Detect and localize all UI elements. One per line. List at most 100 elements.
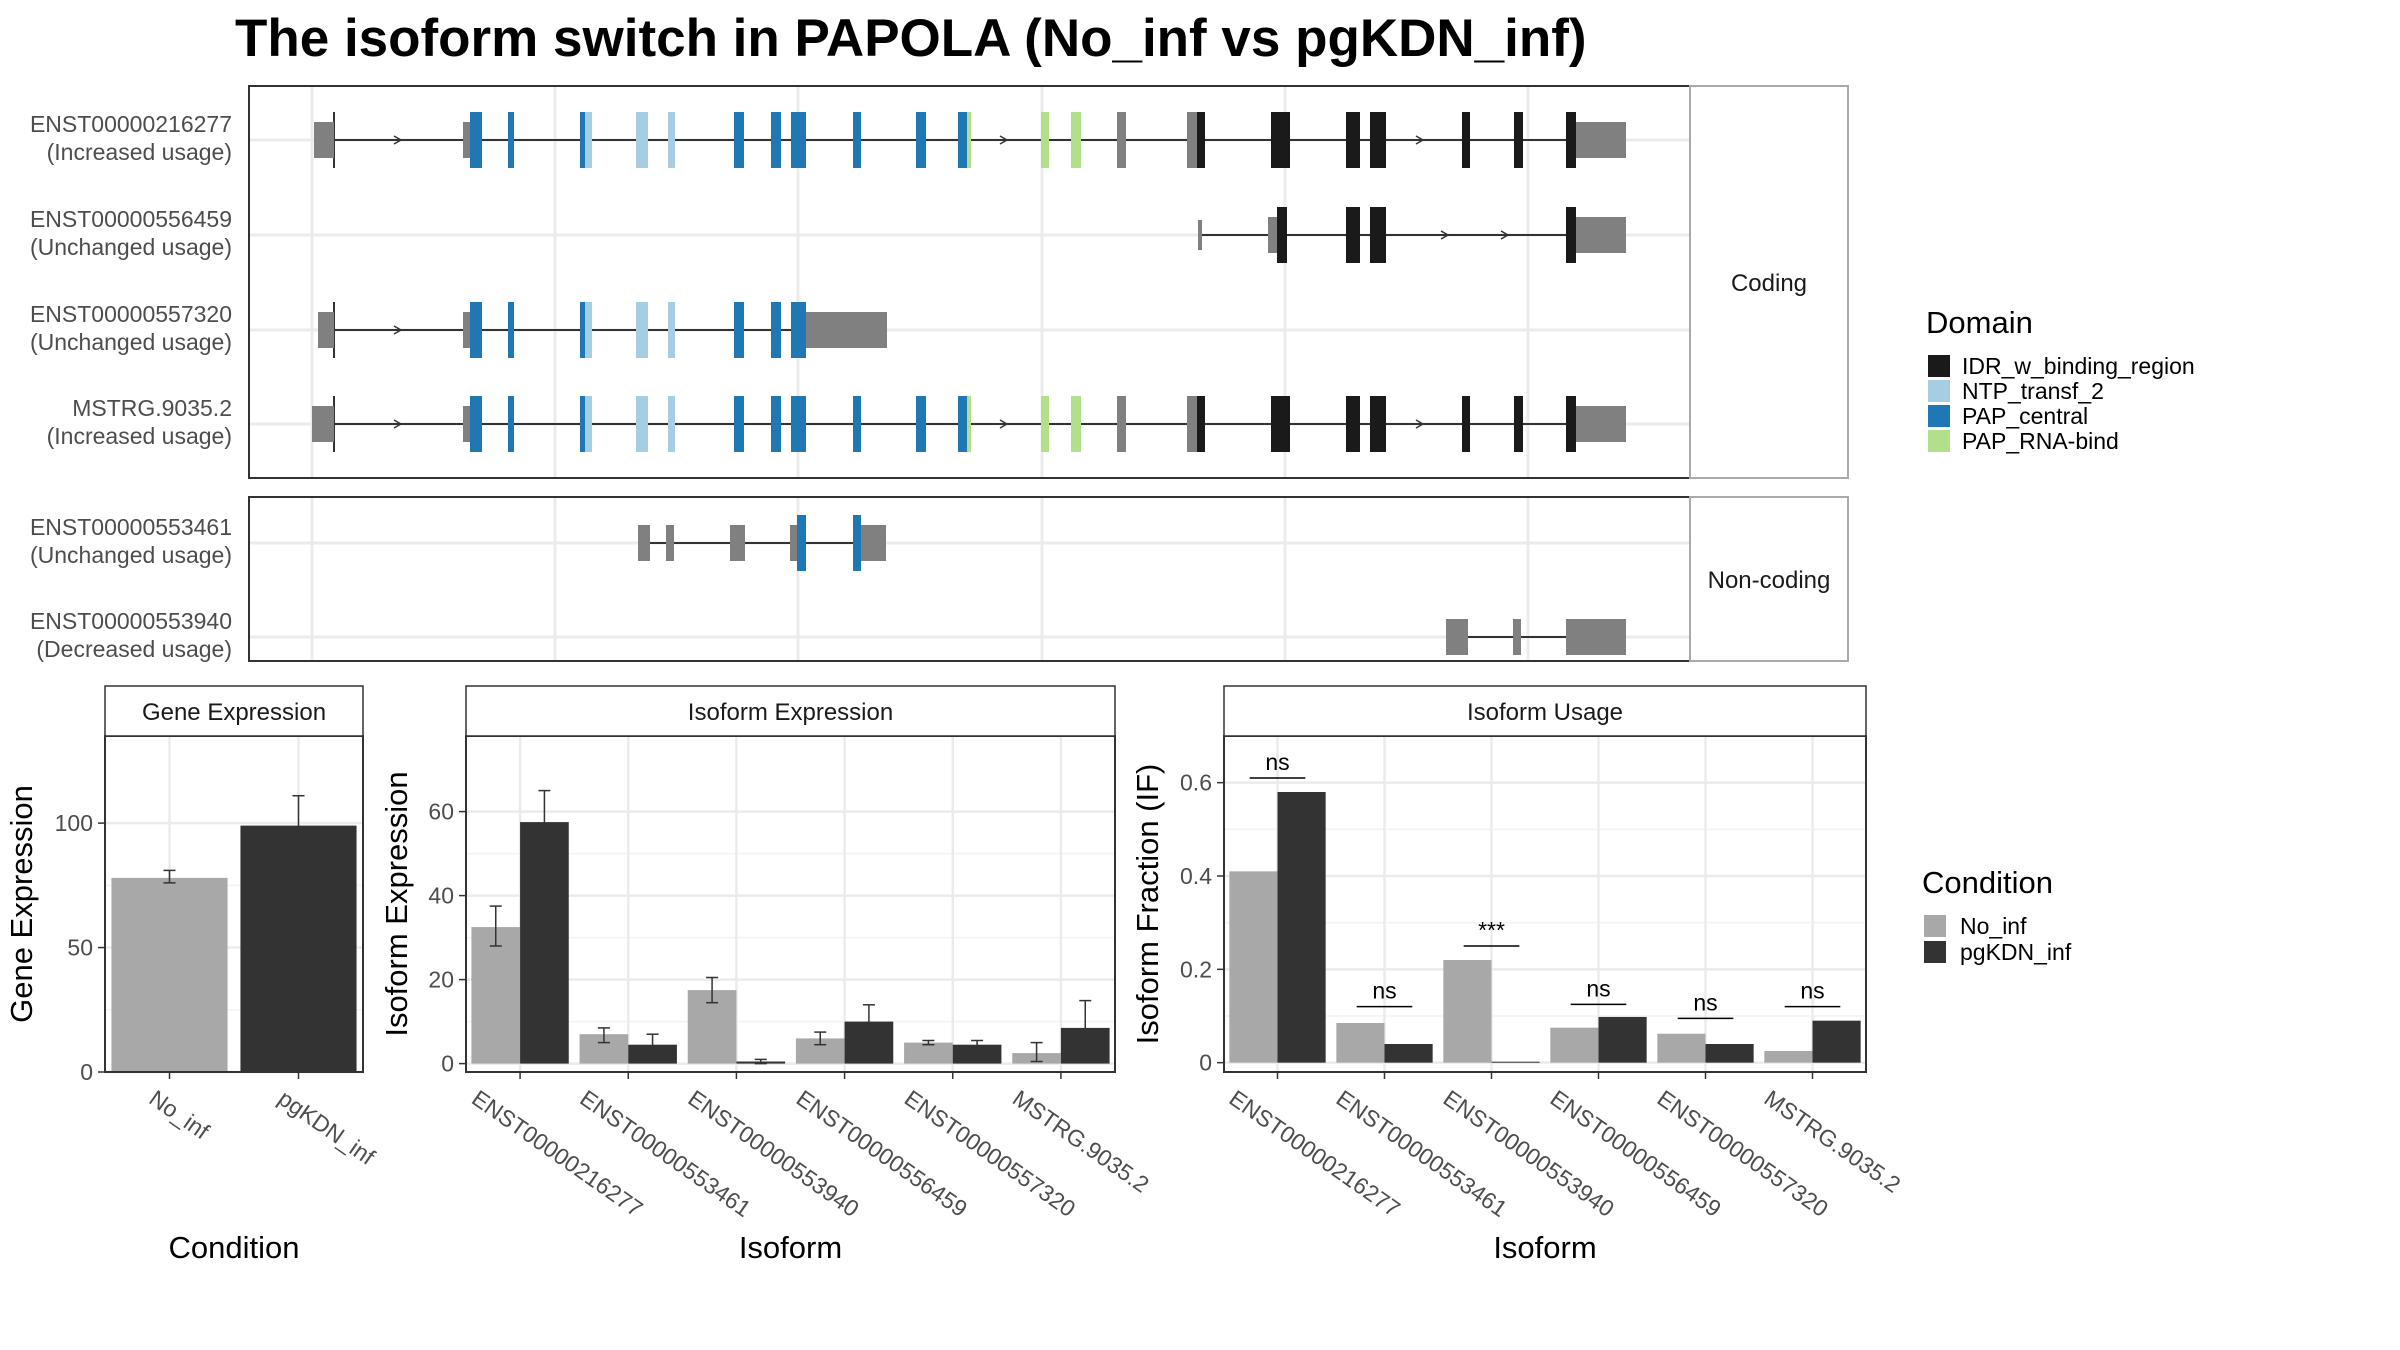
y-axis-title: Isoform Expression — [379, 771, 414, 1036]
y-tick-label: 60 — [428, 799, 454, 825]
transcript-id-label: ENST00000556459 — [30, 206, 232, 232]
exon-block — [1117, 396, 1126, 452]
exon-block — [668, 396, 675, 452]
exon-block — [771, 396, 781, 452]
significance-label: ns — [1372, 978, 1396, 1004]
bar — [952, 1044, 1002, 1064]
exon-block — [1576, 406, 1626, 442]
exon-block — [1566, 619, 1626, 655]
exon-block — [734, 396, 744, 452]
exon-block — [790, 525, 797, 561]
y-tick-label: 20 — [428, 967, 454, 993]
exon-block — [314, 122, 334, 158]
exon-block — [666, 525, 674, 561]
x-axis-title: Isoform — [739, 1230, 842, 1265]
chart-title: Isoform Expression — [688, 699, 893, 726]
x-tick-label: ENST00000557320 — [1653, 1085, 1833, 1222]
transcript-model — [1198, 207, 1626, 263]
significance-label: ns — [1800, 978, 1824, 1004]
exon-block — [1513, 619, 1521, 655]
transcript-model — [318, 302, 887, 358]
exon-block — [1117, 112, 1126, 168]
exon-block — [1576, 122, 1626, 158]
isoform-expression-chart: Isoform Expression0204060ENST00000216277… — [379, 685, 1154, 1265]
domain-legend-swatch — [1928, 405, 1950, 427]
x-tick-label: pgKDN_inf — [274, 1085, 381, 1170]
condition-legend-swatch — [1924, 915, 1946, 937]
transcript-id-label: ENST00000216277 — [30, 111, 232, 137]
domain-legend-label: PAP_central — [1962, 403, 2088, 429]
exon-block — [318, 312, 334, 348]
exon-block — [470, 302, 482, 358]
exon-block — [806, 312, 887, 348]
exon-block — [668, 302, 675, 358]
bar — [1277, 792, 1326, 1063]
exon-block — [668, 112, 675, 168]
domain-legend-label: IDR_w_binding_region — [1962, 353, 2195, 379]
bar — [520, 822, 569, 1064]
domain-legend-swatch — [1928, 355, 1950, 377]
transcript-usage-label: (Unchanged usage) — [30, 542, 232, 568]
exon-block — [967, 112, 971, 168]
exon-block — [916, 396, 926, 452]
condition-legend-swatch — [1924, 941, 1946, 963]
facet-strip — [1689, 85, 1849, 479]
chart-title-strip — [465, 685, 1116, 737]
gene-expression-chart: Gene Expression 0 50 100 No_inf pgKDN_inf Cond… — [4, 685, 381, 1265]
exon-block — [734, 302, 744, 358]
exon-block — [470, 396, 482, 452]
exon-block — [1041, 112, 1049, 168]
exon-block — [585, 396, 592, 452]
domain-legend-label: PAP_RNA-bind — [1962, 428, 2119, 454]
exon-block — [1277, 207, 1287, 263]
facet-label: Non-coding — [1708, 567, 1831, 594]
significance-label: ns — [1586, 975, 1610, 1001]
strand-arrow — [1440, 230, 1450, 240]
exon-block — [463, 122, 470, 158]
chart-title: Isoform Usage — [1467, 699, 1623, 726]
transcript-model — [638, 515, 886, 571]
bar — [1550, 1027, 1599, 1063]
exon-block — [797, 515, 806, 571]
condition-legend-label: No_inf — [1960, 913, 2027, 939]
strand-arrow — [393, 135, 403, 145]
exon-block — [638, 525, 650, 561]
exon-block — [853, 396, 861, 452]
exon-block — [580, 302, 585, 358]
exon-block — [312, 406, 334, 442]
bar — [1336, 1023, 1385, 1063]
bar — [471, 927, 521, 1064]
transcript-id-label: ENST00000553940 — [30, 608, 232, 634]
domain-legend-label: NTP_transf_2 — [1962, 378, 2104, 404]
exon-block — [585, 112, 592, 168]
exon-block — [1514, 396, 1523, 452]
transcript-usage-label: (Unchanged usage) — [30, 329, 232, 355]
strand-arrow — [393, 419, 403, 429]
exon-block — [1187, 396, 1197, 452]
transcript-model — [312, 396, 1626, 452]
exon-block — [861, 525, 886, 561]
exon-block — [508, 396, 514, 452]
x-tick-label: ENST00000553461 — [1332, 1085, 1512, 1222]
exon-block — [636, 302, 648, 358]
strand-arrow — [1415, 419, 1425, 429]
exon-block — [1370, 396, 1386, 452]
chart-title-strip — [104, 685, 364, 737]
exon-block — [1346, 396, 1360, 452]
exon-block — [1576, 217, 1626, 253]
significance-label: ns — [1693, 989, 1717, 1015]
y-tick-label: 0 — [80, 1059, 93, 1085]
exon-block — [580, 112, 585, 168]
strand-arrow — [999, 135, 1009, 145]
bar — [111, 877, 228, 1072]
y-axis-title: Gene Expression — [4, 785, 39, 1023]
bar — [1764, 1051, 1813, 1063]
transcript-usage-label: (Decreased usage) — [36, 636, 232, 662]
bar — [1384, 1044, 1433, 1063]
exon-block — [791, 302, 806, 358]
significance-label: *** — [1478, 917, 1505, 943]
panel-background — [466, 736, 1115, 1072]
exon-block — [1566, 396, 1576, 452]
